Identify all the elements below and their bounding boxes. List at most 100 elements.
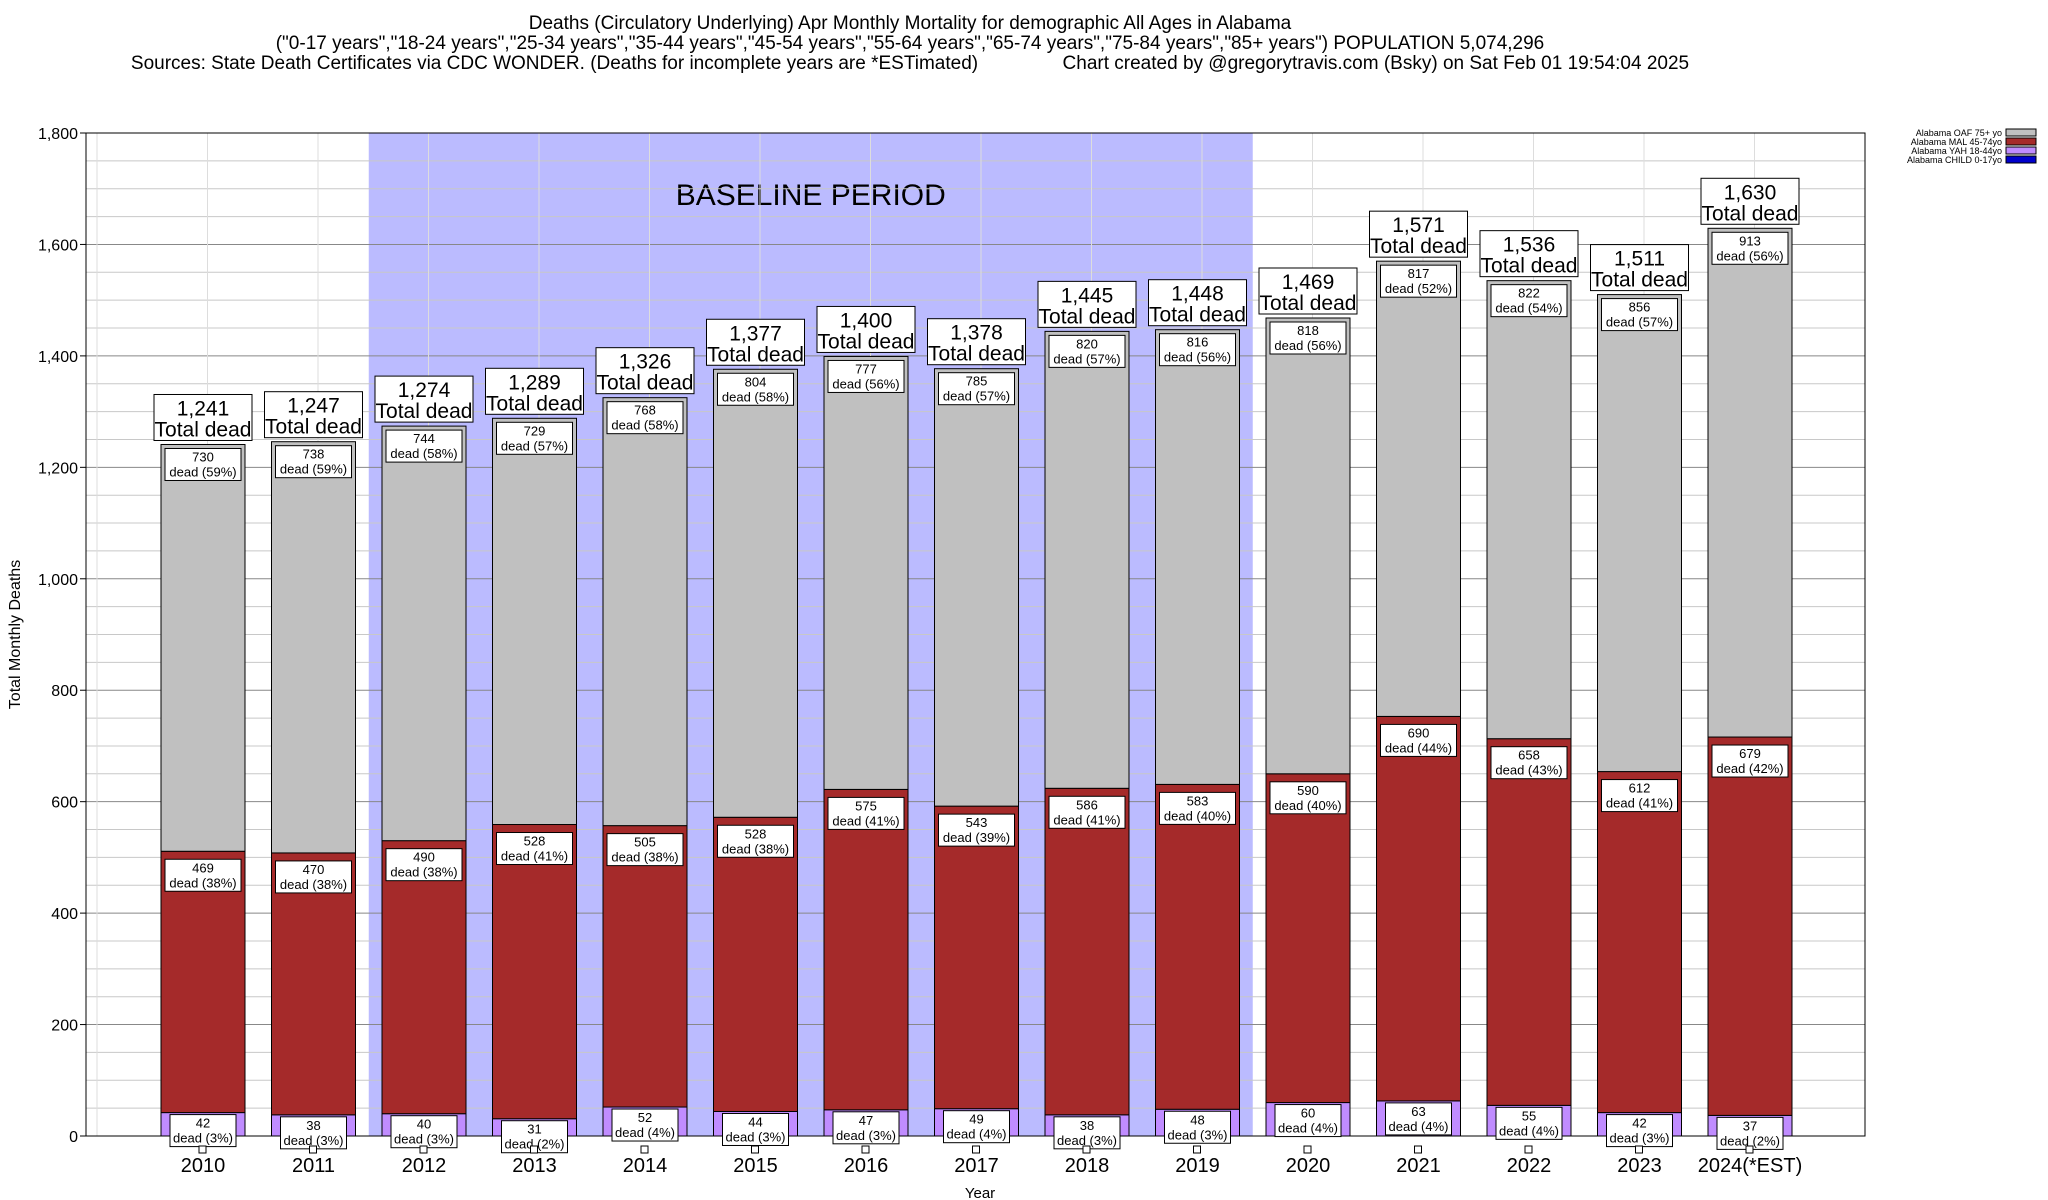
mal-data-label-value: 469 — [192, 860, 214, 875]
mal-data-label-pct: dead (41%) — [832, 813, 899, 828]
total-label-value: 1,378 — [950, 322, 1003, 345]
yah-data-label-value: 55 — [1522, 1108, 1536, 1123]
oaf-data-label-value: 738 — [303, 447, 325, 462]
mal-data-label-box — [1711, 744, 1789, 778]
total-label-value: 1,469 — [1282, 271, 1335, 294]
oaf-data-label-box — [827, 359, 905, 393]
bar-segment-oaf — [1376, 260, 1461, 717]
mal-data-label-pct: dead (38%) — [169, 875, 236, 890]
bar-segment-mal — [1044, 787, 1130, 1116]
total-label-box — [1479, 230, 1579, 278]
y-tick-label: 200 — [51, 1018, 78, 1035]
bar-segment-mal — [492, 824, 577, 1120]
oaf-data-label-pct: dead (57%) — [1606, 315, 1673, 330]
mal-data-label-box — [1490, 746, 1568, 780]
yah-data-label-box — [1274, 1104, 1342, 1138]
oaf-data-label-box — [385, 429, 463, 463]
chart-title: Deaths (Circulatory Underlying) Apr Mont… — [528, 13, 1292, 34]
x-tick-label: 2010 — [181, 1155, 226, 1177]
total-label-box — [706, 318, 805, 366]
total-label-value: 1,400 — [840, 309, 893, 332]
child-zero-marker — [1303, 1145, 1312, 1154]
total-label-suffix: Total dead — [1702, 202, 1799, 225]
oaf-data-label-pct: dead (52%) — [1385, 281, 1452, 296]
mal-data-label-value: 679 — [1739, 746, 1761, 761]
y-tick-label: 1,000 — [38, 572, 78, 589]
x-tick-label: 2015 — [733, 1155, 778, 1177]
oaf-data-label-value: 856 — [1629, 300, 1651, 315]
total-label-suffix: Total dead — [707, 343, 804, 366]
yah-data-label-value: 44 — [748, 1114, 762, 1129]
bar-segment-mal — [271, 852, 356, 1116]
total-label-suffix: Total dead — [818, 330, 915, 353]
oaf-data-label-value: 730 — [192, 449, 214, 464]
yah-data-label-value: 48 — [1190, 1112, 1204, 1127]
yah-data-label-box — [1495, 1106, 1563, 1140]
yah-data-label-box — [1385, 1102, 1452, 1136]
bar-segment-mal — [160, 850, 246, 1114]
mal-data-label-value: 590 — [1297, 783, 1319, 798]
total-label-value: 1,445 — [1061, 284, 1114, 307]
y-tick-label: 1,200 — [38, 460, 78, 477]
total-label-box — [1590, 244, 1689, 292]
bar-segment-mal — [823, 788, 909, 1111]
total-label-value: 1,241 — [177, 397, 230, 420]
bar-segment-mal — [1265, 773, 1351, 1104]
mal-data-label-box — [1048, 795, 1126, 829]
bar-segment-mal — [1597, 771, 1682, 1114]
y-tick-label: 1,400 — [38, 349, 78, 366]
yah-data-label-box — [722, 1112, 789, 1146]
mal-data-label-pct: dead (38%) — [280, 877, 347, 892]
oaf-data-label-pct: dead (58%) — [722, 389, 789, 404]
total-label-suffix: Total dead — [1149, 304, 1246, 327]
yah-data-label-pct: dead (2%) — [1720, 1133, 1780, 1148]
oaf-data-label-value: 785 — [966, 374, 988, 389]
x-tick-label: 2012 — [402, 1155, 447, 1177]
mal-data-label-value: 528 — [745, 826, 767, 841]
mal-data-label-value: 490 — [413, 850, 435, 865]
bar-segment-oaf — [1044, 330, 1130, 789]
x-tick-label: 2018 — [1065, 1155, 1110, 1177]
mal-data-label-value: 583 — [1187, 793, 1209, 808]
mal-data-label-value: 505 — [634, 835, 656, 850]
oaf-data-label-value: 913 — [1739, 233, 1761, 248]
bar-segment-oaf — [934, 368, 1019, 807]
bar-segment-mal — [934, 805, 1019, 1110]
total-label-suffix: Total dead — [928, 343, 1025, 366]
mal-data-label-box — [385, 848, 463, 882]
yah-data-label-value: 47 — [859, 1113, 873, 1128]
mal-data-label-box — [1159, 791, 1236, 825]
yah-data-label-pct: dead (3%) — [1057, 1133, 1117, 1148]
bar-segment-oaf — [271, 441, 356, 854]
bar-segment-oaf — [381, 425, 467, 842]
mal-data-label-box — [717, 824, 794, 858]
mal-data-label-pct: dead (40%) — [1274, 798, 1341, 813]
oaf-data-label-value: 744 — [413, 431, 435, 446]
child-zero-marker — [640, 1145, 649, 1154]
yah-data-label-pct: dead (3%) — [173, 1131, 233, 1146]
legend-swatch — [2005, 155, 2037, 164]
oaf-data-label-box — [1490, 284, 1568, 318]
x-tick-label: 2023 — [1617, 1155, 1662, 1177]
total-label-suffix: Total dead — [155, 418, 252, 441]
child-zero-marker — [1082, 1145, 1091, 1154]
x-tick-label: 2011 — [292, 1155, 335, 1177]
